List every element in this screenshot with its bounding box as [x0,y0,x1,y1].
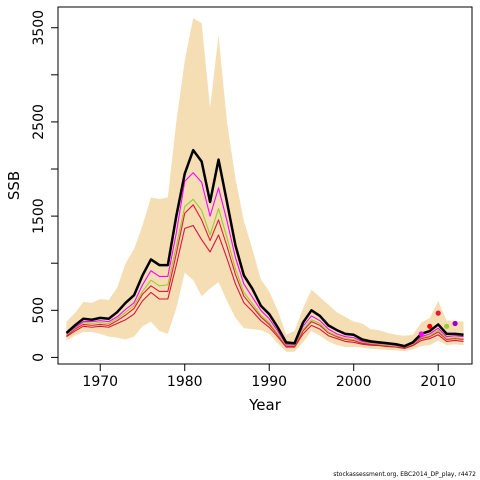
data-points [418,310,458,337]
source-footer: stockassessment.org, EBC2014_DP_play, r4… [333,471,476,478]
terminal-point-1 [418,331,424,337]
terminal-point-2 [427,323,433,329]
confidence-band [66,18,464,352]
terminal-point-3 [435,310,441,316]
y-tick-label: 0 [31,353,47,362]
series-lines [65,148,464,350]
x-tick-label: 1970 [82,374,118,390]
x-tick-label: 1980 [167,374,203,390]
x-tick-label: 1990 [251,374,287,390]
x-tick-label: 2000 [336,374,372,390]
x-tick-label: 2010 [420,374,456,390]
retrospective-line-2 [66,198,464,348]
confidence-band-area [66,18,464,352]
y-tick-label: 500 [31,297,47,324]
plot-frame [57,6,473,365]
ssb-estimate-line [65,148,464,348]
terminal-point-5 [452,320,458,327]
y-tick-label: 3500 [31,10,47,46]
terminal-point-4 [444,323,450,329]
y-tick-label: 1500 [31,198,47,234]
x-axis-title: Year [248,396,282,414]
y-axis-title: SSB [5,171,23,200]
y-tick-label: 2500 [31,104,47,140]
y-axis: 0 500 1500 2500 3500 [31,10,58,362]
x-axis: 1970 1980 1990 2000 2010 [82,364,456,390]
